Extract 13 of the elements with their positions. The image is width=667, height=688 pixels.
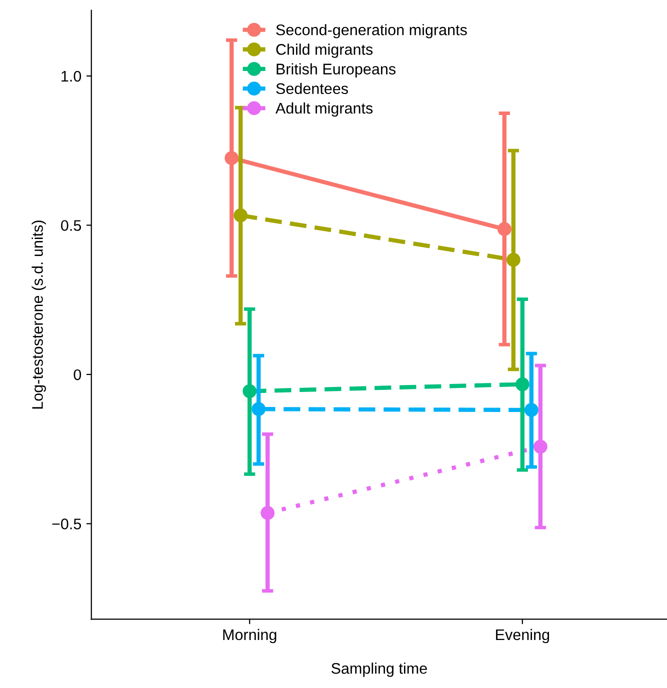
x-tick-label: Evening: [496, 628, 550, 644]
legend-label: Child migrants: [276, 44, 373, 58]
legend-label: Second-generation migrants: [276, 24, 467, 38]
y-tick-label: 0: [74, 369, 82, 380]
x-tick-label: Morning: [223, 628, 276, 644]
y-tick-label: −0.5: [52, 518, 82, 530]
legend-label: Adult migrants: [276, 102, 373, 117]
y-tick-label: 1.0: [62, 70, 82, 82]
y-tick-label: 0.5: [61, 220, 82, 231]
legend-label: British Europeans: [276, 63, 396, 78]
y-axis-title: Log-testosterone (s.d. units): [32, 220, 46, 409]
legend-label: Sedentees: [276, 82, 348, 94]
x-axis-title: Sampling time: [331, 662, 427, 677]
